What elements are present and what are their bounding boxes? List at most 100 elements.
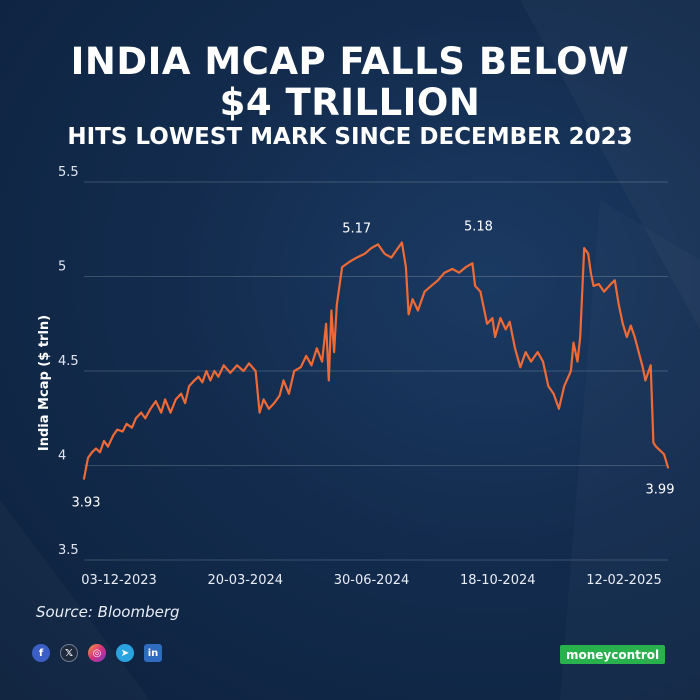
data-point	[333, 351, 335, 353]
data-point	[617, 303, 620, 306]
x-tick-label: 30-06-2024	[334, 573, 410, 588]
series-line-0	[82, 241, 670, 480]
telegram-icon[interactable]: ➤	[116, 644, 134, 662]
data-point	[458, 271, 461, 274]
data-point	[663, 453, 665, 456]
data-point	[514, 347, 516, 350]
data-point	[91, 451, 93, 454]
data-point	[299, 366, 302, 369]
data-point	[597, 283, 600, 285]
data-point	[504, 328, 507, 331]
data-point	[242, 370, 245, 372]
chart-title-line-1: INDIA MCAP FALLS BELOW	[70, 40, 630, 83]
data-point	[655, 445, 657, 448]
data-point	[222, 364, 225, 367]
data-point	[217, 375, 220, 378]
data-point	[258, 411, 261, 414]
data-point	[305, 354, 308, 357]
data-point	[613, 279, 616, 282]
data-point	[321, 360, 324, 363]
x-tick-label: 12-02-2025	[586, 573, 662, 588]
x-twitter-icon[interactable]: 𝕏	[60, 644, 78, 662]
data-point	[436, 279, 439, 282]
data-point	[579, 336, 582, 338]
data-point	[149, 407, 152, 410]
data-point	[315, 347, 318, 350]
data-point	[508, 320, 511, 323]
data-point	[652, 441, 655, 444]
data-point	[464, 266, 467, 268]
data-point	[293, 370, 296, 372]
data-point	[536, 351, 539, 353]
data-point	[641, 366, 644, 369]
data-point	[637, 351, 640, 353]
data-label: 5.18	[464, 219, 493, 234]
data-point	[524, 351, 527, 353]
data-point	[273, 402, 276, 405]
moneycontrol-logo: moneycontrol	[560, 645, 666, 664]
data-point	[395, 249, 398, 251]
data-point	[278, 394, 281, 397]
chart-title-line-2: $4 TRILLION	[219, 81, 481, 124]
facebook-icon[interactable]: f	[32, 644, 50, 662]
linkedin-icon[interactable]: in	[144, 644, 162, 662]
data-point	[116, 428, 119, 431]
data-point	[576, 360, 579, 363]
data-point	[430, 285, 433, 287]
data-point	[174, 398, 177, 401]
data-point	[134, 417, 137, 420]
data-point	[180, 392, 183, 395]
data-point	[407, 313, 410, 316]
data-point	[479, 290, 482, 293]
data-point	[363, 252, 366, 255]
data-point	[443, 271, 446, 274]
data-point	[592, 285, 595, 287]
data-point	[193, 379, 196, 382]
data-point	[401, 241, 403, 244]
x-tick-label: 20-03-2024	[207, 573, 283, 588]
data-point	[188, 385, 190, 388]
data-point	[558, 407, 560, 410]
data-point	[625, 336, 628, 338]
data-point	[649, 364, 652, 367]
social-links: f 𝕏 ◎ ➤ in	[32, 644, 162, 662]
data-point	[103, 440, 105, 442]
data-point	[569, 370, 572, 372]
data-point	[248, 362, 250, 365]
data-label: 3.93	[72, 496, 101, 511]
data-point	[542, 360, 544, 363]
data-point	[164, 398, 167, 401]
data-point	[411, 298, 414, 301]
data-point	[87, 457, 89, 459]
instagram-icon[interactable]: ◎	[88, 644, 106, 662]
x-tick-label: 18-10-2024	[460, 573, 536, 588]
data-point	[154, 400, 157, 403]
source-note: Source: Bloomberg	[36, 603, 180, 621]
data-point	[310, 364, 313, 367]
data-point	[390, 256, 393, 259]
data-point	[209, 379, 212, 382]
data-point	[201, 381, 204, 384]
data-point	[451, 268, 454, 270]
y-tick-label: 3.5	[58, 543, 79, 558]
data-point	[474, 285, 477, 287]
data-point	[268, 407, 270, 410]
data-point	[184, 402, 187, 405]
data-point	[405, 266, 407, 268]
data-point	[121, 430, 124, 433]
data-point	[169, 411, 172, 414]
data-point	[144, 417, 147, 420]
data-point	[644, 379, 647, 382]
data-point	[609, 283, 612, 285]
y-tick-label: 4.5	[58, 354, 79, 369]
data-point	[236, 364, 238, 367]
data-point	[491, 317, 494, 319]
y-tick-label: 5	[58, 260, 66, 275]
x-tick-label: 03-12-2023	[81, 573, 157, 588]
data-point	[262, 398, 265, 401]
y-tick-label: 5.5	[58, 165, 79, 180]
y-tick-label: 4	[58, 449, 66, 464]
data-point	[282, 379, 285, 382]
data-point	[530, 360, 532, 363]
